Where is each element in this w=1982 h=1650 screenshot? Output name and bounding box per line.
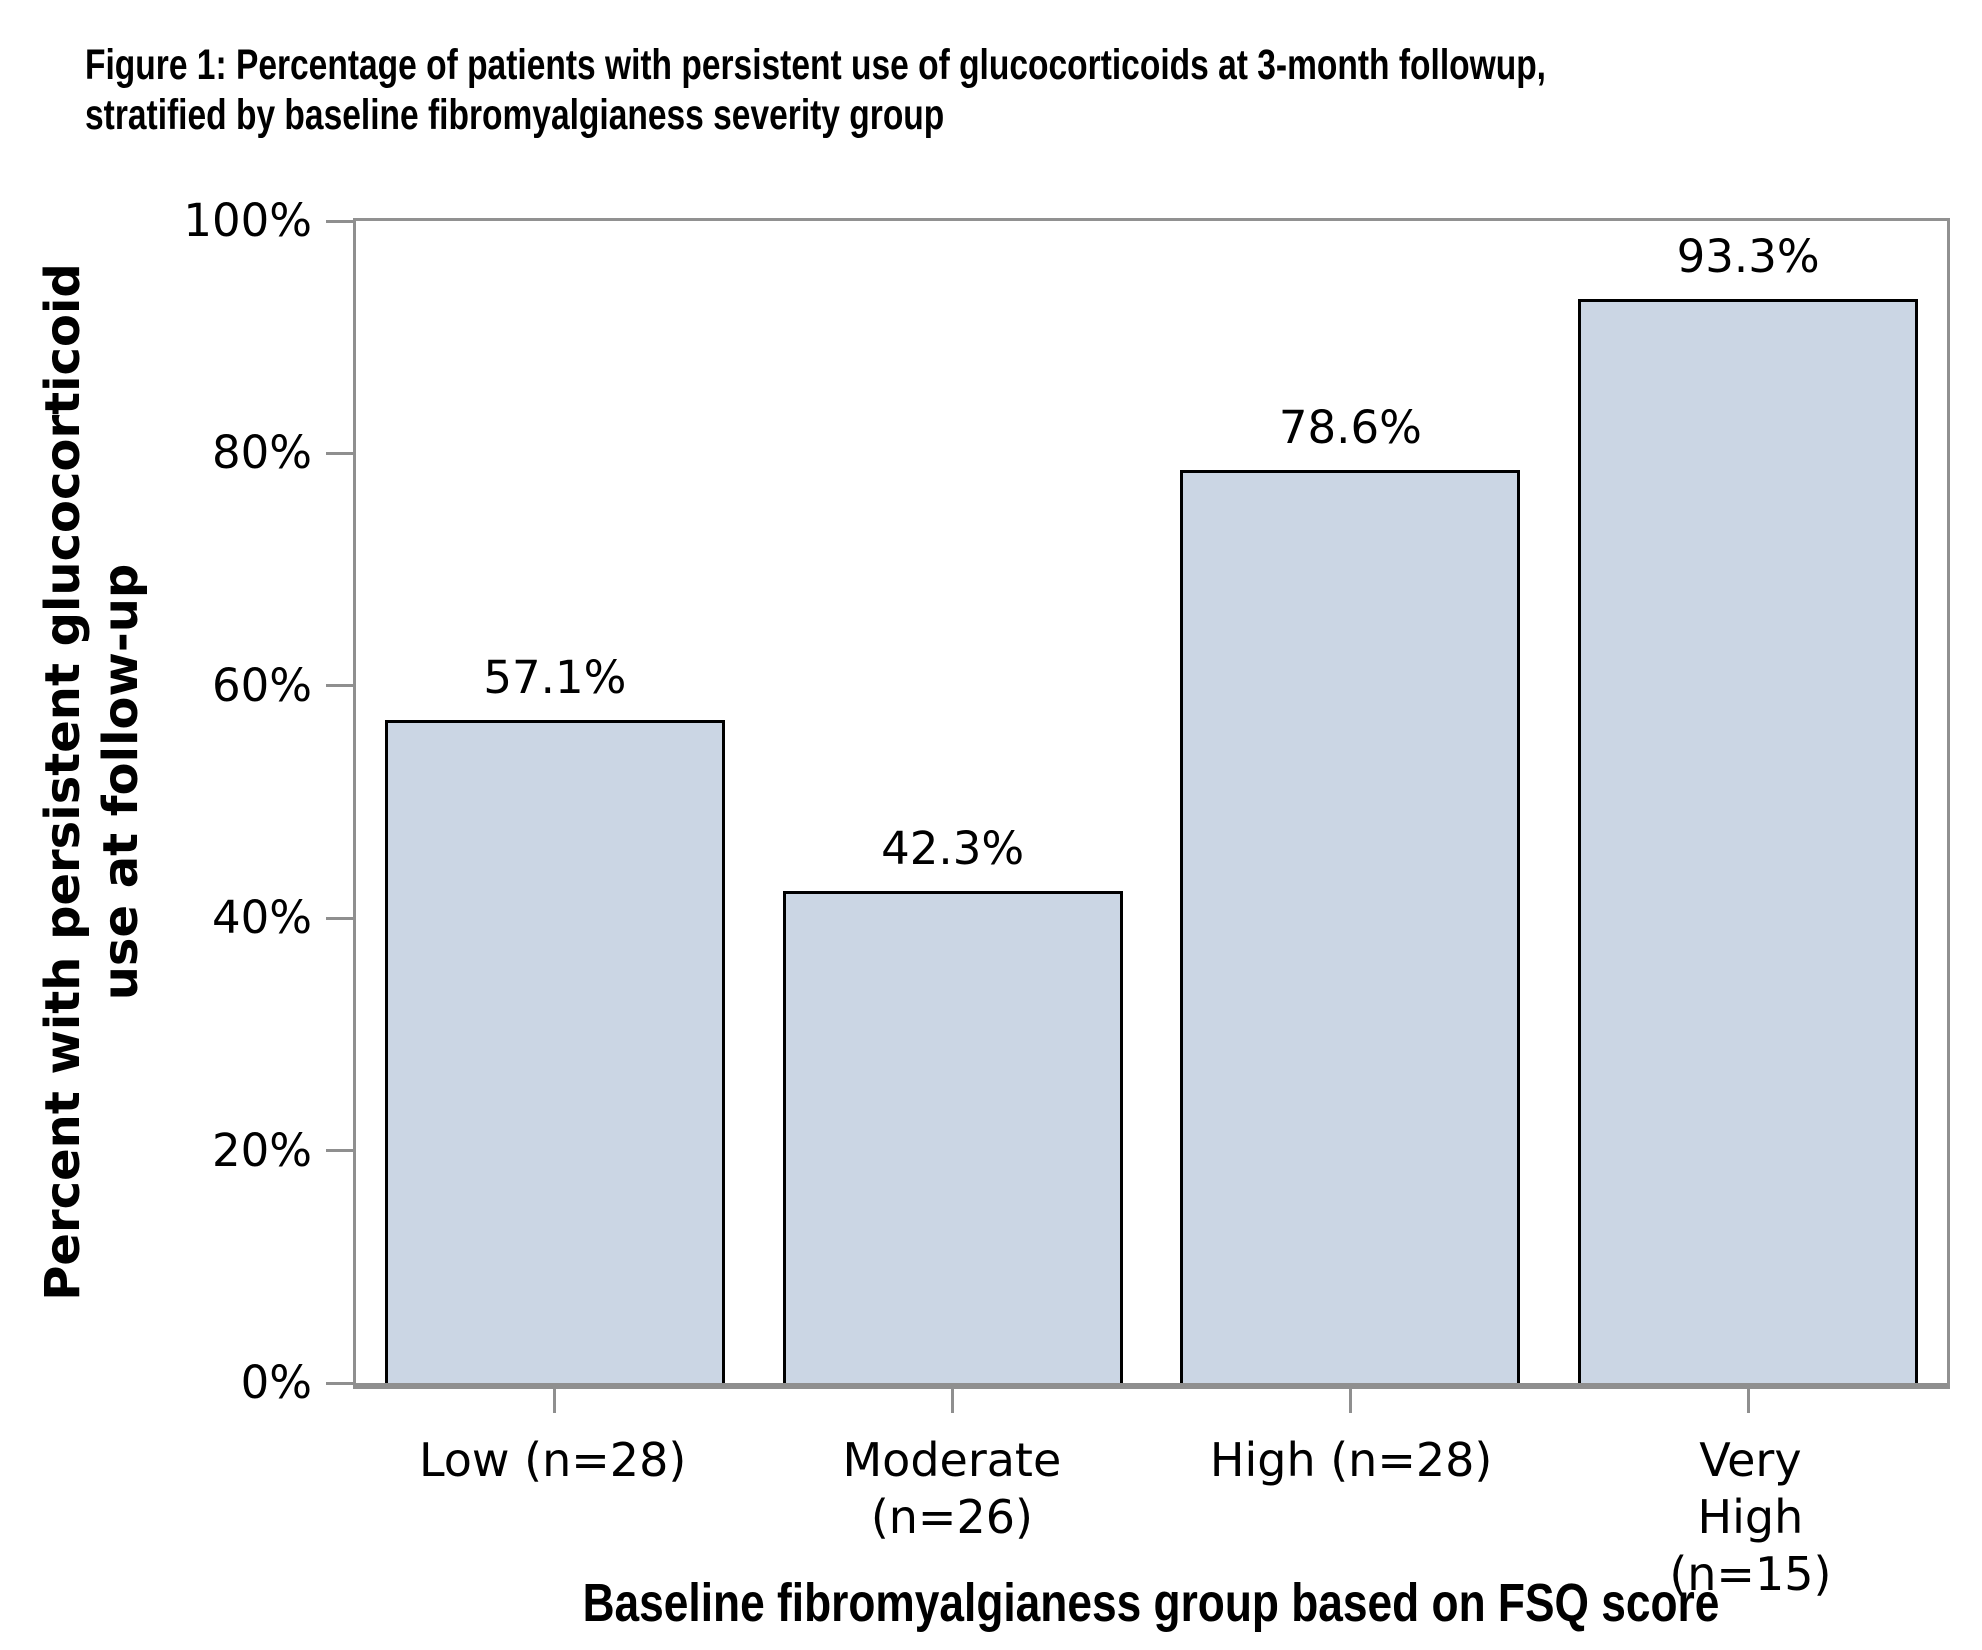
- y-axis-tick: [326, 451, 353, 455]
- x-axis-tick: [1348, 1389, 1352, 1413]
- y-axis-tick-label: 80%: [211, 426, 312, 480]
- y-axis-tick: [326, 684, 353, 688]
- x-category-label: Very High (n=15): [1669, 1433, 1832, 1601]
- bar: [782, 891, 1123, 1383]
- x-axis-labels: Low (n=28) Moderate (n=26) High (n=28) Very…: [353, 1432, 1950, 1601]
- x-category-label: Low (n=28): [418, 1433, 687, 1487]
- x-category-label: High (n=28): [1209, 1433, 1493, 1487]
- y-axis-tick-label: 40%: [211, 891, 312, 945]
- bar-value-label: 93.3%: [1676, 229, 1820, 283]
- figure-title-line-2: stratified by baseline fibromyalgianess …: [85, 91, 945, 139]
- x-axis-tick: [951, 1389, 955, 1413]
- x-axis-tick: [1746, 1389, 1750, 1413]
- y-axis-tick-label: 100%: [183, 194, 312, 247]
- y-axis-title-line-2: use at follow-up: [93, 563, 149, 1001]
- bar: [1578, 298, 1919, 1383]
- y-axis-tick: [326, 916, 353, 920]
- y-axis-title: Percent with persistent glucocorticoid u…: [34, 263, 150, 1301]
- bar-value-label: 57.1%: [483, 650, 627, 704]
- figure-title: Figure 1: Percentage of patients with pe…: [85, 40, 1958, 140]
- y-axis-tick: [326, 1381, 353, 1385]
- x-category-label: Moderate (n=26): [842, 1433, 1062, 1544]
- y-axis-tick-label: 0%: [240, 1356, 312, 1409]
- y-axis-tick-label: 60%: [211, 658, 312, 712]
- x-axis-title: Baseline fibromyalgianess group based on…: [582, 1573, 1720, 1633]
- y-axis-tick: [326, 219, 353, 223]
- y-axis-tick: [326, 1149, 353, 1153]
- bar-value-label: 78.6%: [1278, 400, 1422, 454]
- y-axis-tick-label: 20%: [211, 1123, 312, 1177]
- bar-value-label: 42.3%: [881, 822, 1025, 876]
- figure-title-line-1: Figure 1: Percentage of patients with pe…: [85, 41, 1547, 89]
- x-axis-tick: [553, 1389, 557, 1413]
- plot-area: 0% 20% 40% 60% 80% 100% 57.1% 42.3% 78.6% 93.3%: [183, 194, 1950, 1413]
- y-axis-title-line-1: Percent with persistent glucocorticoid: [35, 263, 91, 1301]
- bar: [1180, 469, 1521, 1383]
- bar: [384, 719, 725, 1383]
